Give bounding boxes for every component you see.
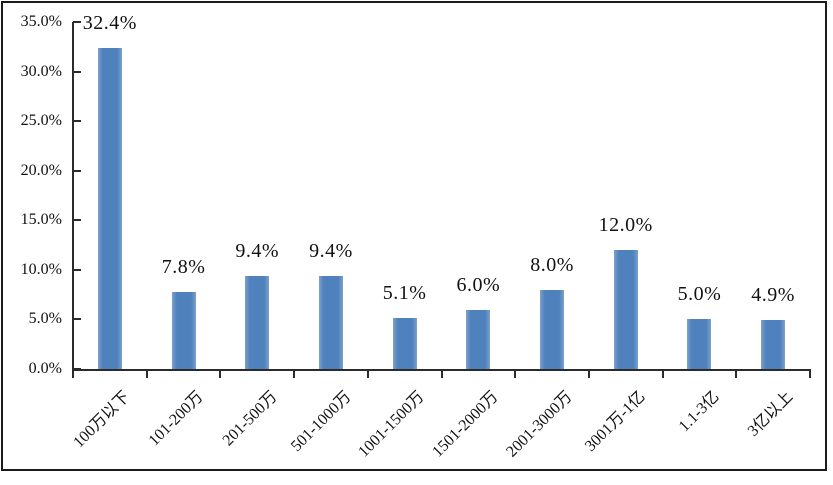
- y-axis-tick: [73, 318, 81, 321]
- x-axis-tick: [587, 371, 590, 378]
- bar: [761, 320, 786, 369]
- y-axis-line: [72, 22, 74, 371]
- bar-value-label: 4.9%: [751, 284, 795, 307]
- bar: [613, 250, 638, 369]
- bar: [318, 275, 343, 369]
- y-axis-tick: [73, 120, 81, 123]
- y-axis-tick-label: 0.0%: [28, 360, 62, 377]
- y-axis-tick: [73, 21, 81, 23]
- bar-value-label: 6.0%: [456, 273, 501, 296]
- bar-value-label: 9.4%: [235, 239, 280, 262]
- bar-value-label: 7.8%: [161, 255, 206, 278]
- bar-value-label: 9.4%: [309, 239, 353, 262]
- bar: [466, 309, 491, 369]
- bar: [392, 318, 417, 369]
- y-axis-tick: [73, 268, 81, 271]
- bar: [540, 289, 565, 369]
- y-axis-tick-label: 20.0%: [20, 161, 62, 179]
- x-axis-tick: [440, 371, 443, 378]
- bar-value-label: 12.0%: [598, 214, 653, 237]
- bar: [171, 291, 196, 369]
- bar-value-label: 32.4%: [82, 11, 137, 34]
- x-axis-tick: [514, 371, 517, 378]
- y-axis-tick: [73, 169, 81, 172]
- x-axis-tick: [366, 371, 369, 378]
- y-axis-tick-label: 5.0%: [28, 310, 62, 328]
- chart-frame: [1, 1, 827, 471]
- y-axis-tick-label: 30.0%: [20, 62, 62, 80]
- bar: [97, 47, 122, 369]
- y-axis-tick: [73, 368, 81, 370]
- x-axis-line: [72, 369, 811, 371]
- y-axis-tick-label: 10.0%: [20, 260, 62, 278]
- x-axis-tick: [293, 371, 296, 378]
- x-axis-tick: [809, 371, 811, 378]
- y-axis-tick: [73, 219, 81, 222]
- bar-value-label: 5.1%: [382, 282, 427, 305]
- bar: [245, 275, 270, 369]
- bar-value-label: 8.0%: [530, 253, 574, 276]
- x-axis-tick: [145, 371, 148, 378]
- bar-value-label: 5.0%: [677, 283, 722, 306]
- y-axis-tick-label: 35.0%: [20, 13, 62, 30]
- x-axis-tick: [219, 371, 222, 378]
- y-axis-tick: [73, 70, 81, 73]
- y-axis-tick-label: 25.0%: [20, 112, 62, 130]
- y-axis-tick-label: 15.0%: [20, 211, 62, 229]
- x-axis-tick: [735, 371, 738, 378]
- bar: [687, 319, 712, 369]
- x-axis-tick: [72, 371, 74, 378]
- x-axis-tick: [661, 371, 664, 378]
